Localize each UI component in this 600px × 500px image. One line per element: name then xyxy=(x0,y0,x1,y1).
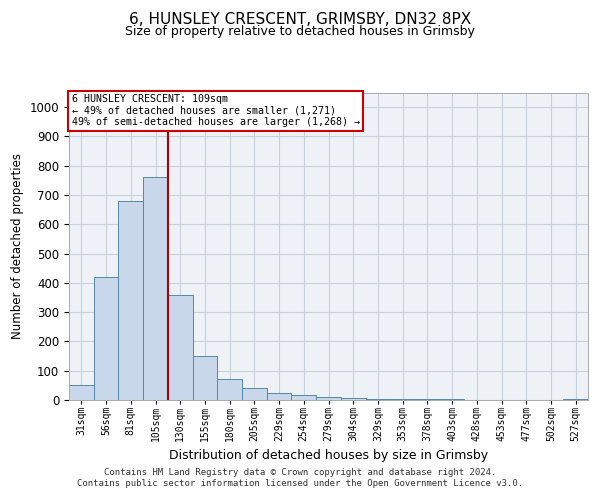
Y-axis label: Number of detached properties: Number of detached properties xyxy=(11,153,24,339)
Text: Contains HM Land Registry data © Crown copyright and database right 2024.
Contai: Contains HM Land Registry data © Crown c… xyxy=(77,468,523,487)
Bar xyxy=(341,398,365,400)
Bar xyxy=(143,178,168,400)
Bar xyxy=(193,356,217,400)
Bar xyxy=(316,397,341,400)
Bar xyxy=(217,379,242,400)
Bar xyxy=(365,398,390,400)
X-axis label: Distribution of detached houses by size in Grimsby: Distribution of detached houses by size … xyxy=(169,449,488,462)
Bar xyxy=(94,277,118,400)
Bar xyxy=(390,399,415,400)
Bar xyxy=(168,294,193,400)
Bar xyxy=(267,392,292,400)
Text: 6, HUNSLEY CRESCENT, GRIMSBY, DN32 8PX: 6, HUNSLEY CRESCENT, GRIMSBY, DN32 8PX xyxy=(129,12,471,28)
Text: 6 HUNSLEY CRESCENT: 109sqm
← 49% of detached houses are smaller (1,271)
49% of s: 6 HUNSLEY CRESCENT: 109sqm ← 49% of deta… xyxy=(71,94,359,127)
Bar xyxy=(242,388,267,400)
Bar xyxy=(118,201,143,400)
Text: Size of property relative to detached houses in Grimsby: Size of property relative to detached ho… xyxy=(125,25,475,38)
Bar xyxy=(563,398,588,400)
Bar xyxy=(292,394,316,400)
Bar xyxy=(69,386,94,400)
